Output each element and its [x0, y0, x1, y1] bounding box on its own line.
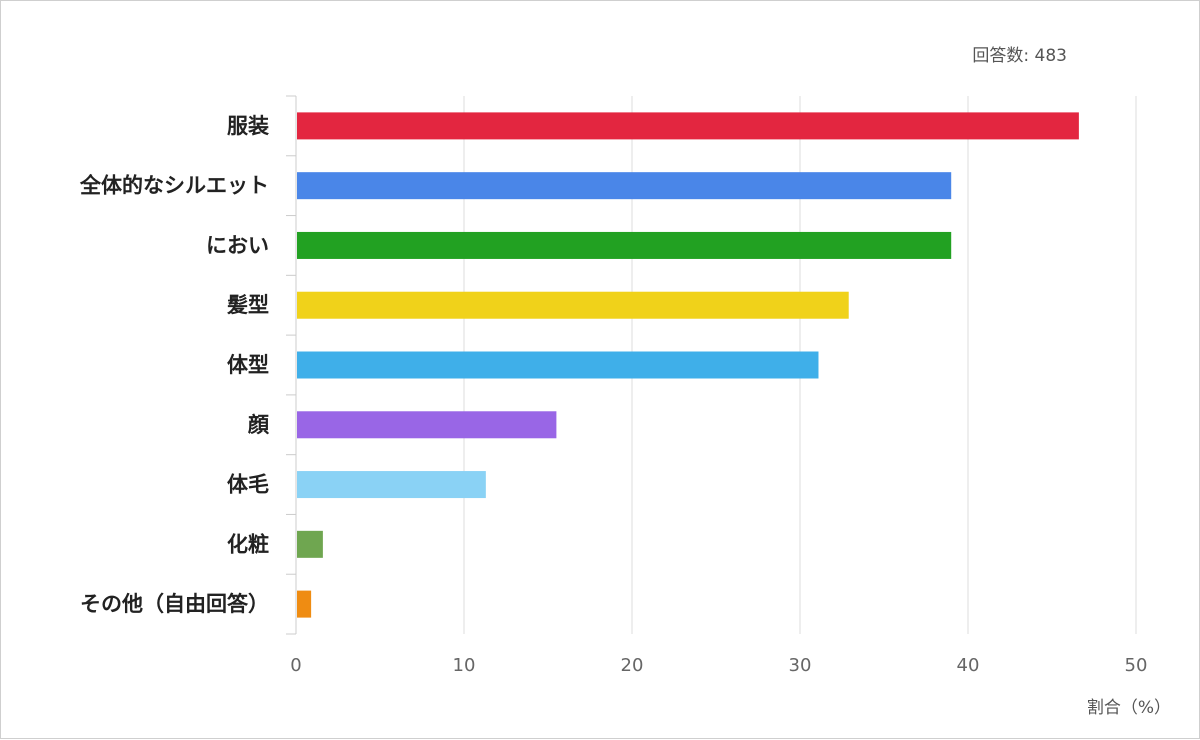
- category-label: 化粧: [227, 532, 269, 556]
- category-label: におい: [206, 233, 269, 257]
- x-tick-label: 20: [621, 655, 644, 676]
- bar-2: [297, 231, 952, 259]
- category-label: 全体的なシルエット: [79, 174, 269, 198]
- bar-1: [297, 172, 952, 200]
- labels: 0 10 20 30 40 50 服装全体的なシルエットにおい髪型体型顔体毛化粧その他（自由…: [79, 114, 1147, 676]
- category-label: その他（自由回答）: [80, 592, 269, 616]
- category-label: 服装: [227, 114, 269, 138]
- category-label: 体型: [227, 353, 269, 377]
- category-label: 体毛: [227, 473, 269, 497]
- bar-8: [297, 590, 312, 618]
- bar-4: [297, 351, 819, 379]
- bar-5: [297, 411, 557, 439]
- x-tick-label: 50: [1125, 655, 1148, 676]
- bars: [297, 112, 1079, 618]
- bar-6: [297, 471, 486, 499]
- x-axis-title: 割合（%）: [1087, 698, 1171, 718]
- bar-0: [297, 112, 1079, 140]
- response-count-label: 回答数: 483: [972, 46, 1067, 66]
- bar-3: [297, 291, 849, 319]
- x-tick-label: 40: [957, 655, 980, 676]
- x-tick-label: 30: [789, 655, 812, 676]
- category-label: 髪型: [226, 293, 269, 317]
- x-tick-label: 0: [290, 655, 301, 676]
- axes: [286, 95, 297, 635]
- category-label: 顔: [247, 413, 270, 437]
- bar-7: [297, 530, 323, 558]
- x-tick-label: 10: [453, 655, 476, 676]
